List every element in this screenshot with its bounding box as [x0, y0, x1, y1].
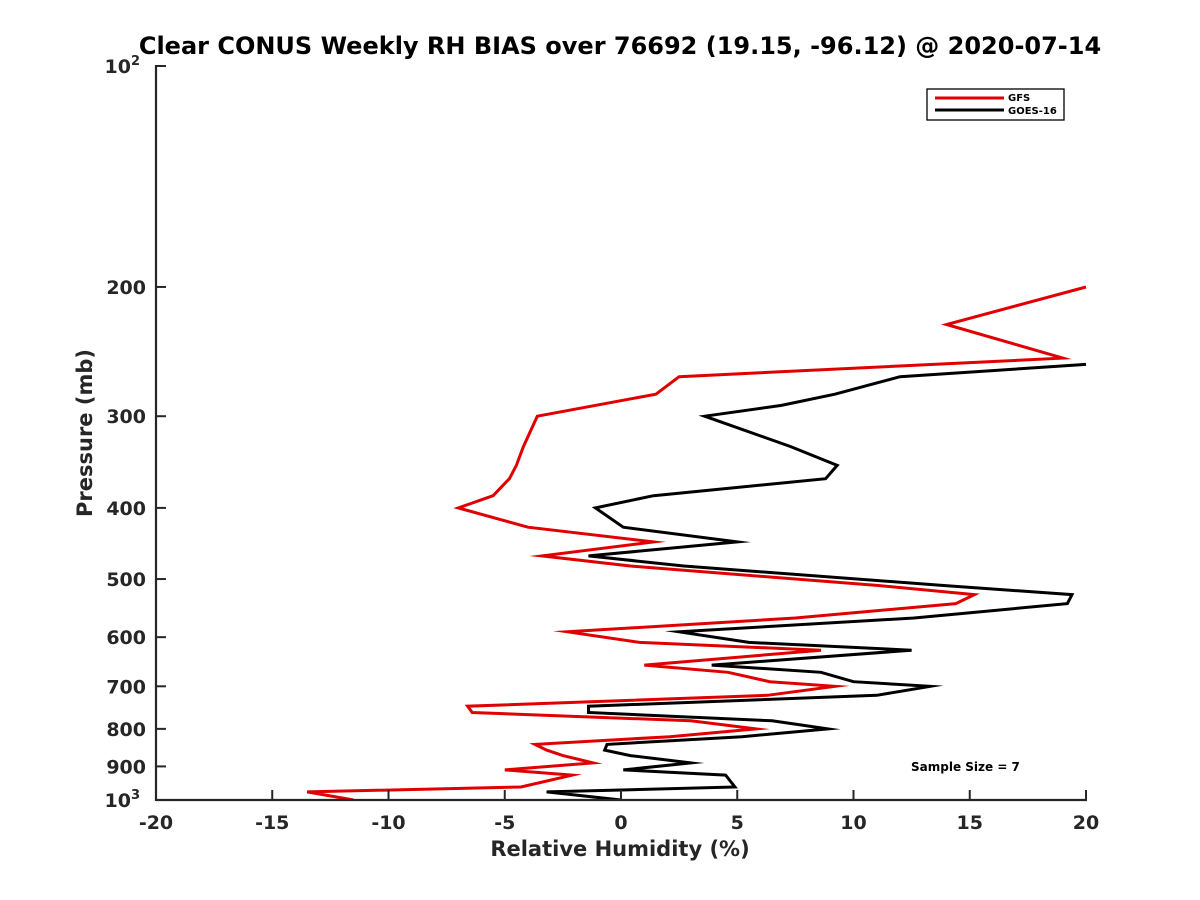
y-tick-label: 10: [105, 56, 131, 78]
x-tick-label: 15: [957, 812, 983, 834]
legend-label-gfs: GFS: [1008, 93, 1030, 104]
y-tick-label: 900: [106, 756, 146, 778]
y-tick-label: 500: [106, 569, 146, 591]
y-tick-exponent: 2: [131, 54, 140, 69]
x-axis-label: Relative Humidity (%): [490, 837, 749, 861]
y-tick-label: 700: [106, 676, 146, 698]
y-tick-label: 400: [106, 498, 146, 520]
sample-size-annotation: Sample Size = 7: [911, 760, 1020, 774]
y-tick-label: 800: [106, 719, 146, 741]
y-tick-label: 600: [106, 627, 146, 649]
series-line-gfs: [306, 285, 1087, 801]
y-tick-exponent: 3: [131, 788, 140, 803]
x-tick-label: -20: [139, 812, 173, 834]
x-tick-label: -15: [255, 812, 289, 834]
y-axis-label: Pressure (mb): [73, 349, 97, 517]
x-tick-label: -5: [494, 812, 515, 834]
x-tick-label: 5: [731, 812, 744, 834]
chart-title: Clear CONUS Weekly RH BIAS over 76692 (1…: [139, 32, 1101, 60]
y-tick-label: 300: [106, 406, 146, 428]
y-tick-label: 10: [105, 790, 131, 812]
series-line-goes16: [546, 362, 1087, 801]
y-tick-label: 200: [106, 277, 146, 299]
x-tick-label: 10: [840, 812, 866, 834]
legend-box: [926, 88, 1065, 121]
legend-label-goes16: GOES-16: [1008, 106, 1057, 117]
x-tick-label: 20: [1073, 812, 1099, 834]
x-tick-label: 0: [614, 812, 627, 834]
plot-lines: [306, 285, 1087, 801]
x-tick-label: -10: [371, 812, 405, 834]
legend: GFS GOES-16: [926, 88, 1065, 121]
